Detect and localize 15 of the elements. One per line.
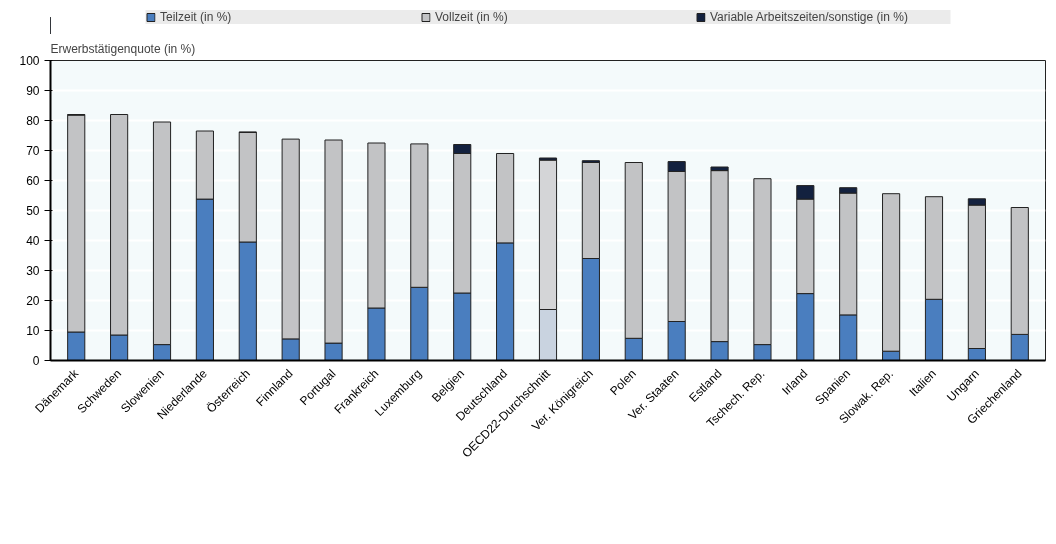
- legend-label: Teilzeit (in %): [160, 10, 233, 24]
- y-tick-label: 80: [26, 114, 40, 128]
- y-tick-label: 20: [26, 294, 40, 308]
- y-tick-label: 10: [26, 324, 40, 338]
- y-tick-label: 40: [26, 234, 40, 248]
- y-tick-label: 30: [26, 264, 40, 278]
- legend-label: Vollzeit (in %): [435, 10, 509, 24]
- y-tick-label: 0: [32, 354, 40, 368]
- y-tick-label: 60: [26, 174, 40, 188]
- y-tick-label: 90: [26, 84, 40, 98]
- legend-label: Variable Arbeitszeiten/sonstige (in %): [710, 10, 909, 24]
- y-tick-label: 50: [26, 204, 40, 218]
- y-tick-label: 70: [26, 144, 40, 158]
- y-axis-title: Erwerbstätigenquote (in %): [50, 41, 196, 56]
- y-tick-label: 100: [19, 54, 40, 68]
